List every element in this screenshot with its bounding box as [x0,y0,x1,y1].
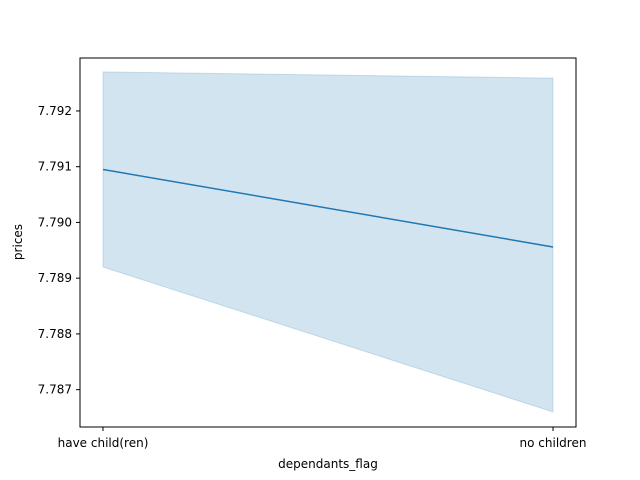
y-tick-label: 7.788 [38,327,72,341]
axes-frame [79,57,577,428]
x-axis: have child(ren) no children [58,427,587,450]
y-tick-label: 7.790 [38,215,72,229]
confidence-band [102,71,554,413]
y-tick-label: 7.792 [38,104,72,118]
y-tick-label: 7.787 [38,383,72,397]
x-tick-label: have child(ren) [58,436,149,450]
y-tick-label: 7.791 [38,160,72,174]
x-tick-label: no children [520,436,587,450]
y-axis-label: prices [11,224,25,260]
y-tick-label: 7.789 [38,271,72,285]
x-axis-label: dependants_flag [278,457,378,471]
plot-area [102,71,554,413]
y-axis: 7.787 7.788 7.789 7.790 7.791 7.792 [38,104,80,397]
series-line [102,168,554,248]
